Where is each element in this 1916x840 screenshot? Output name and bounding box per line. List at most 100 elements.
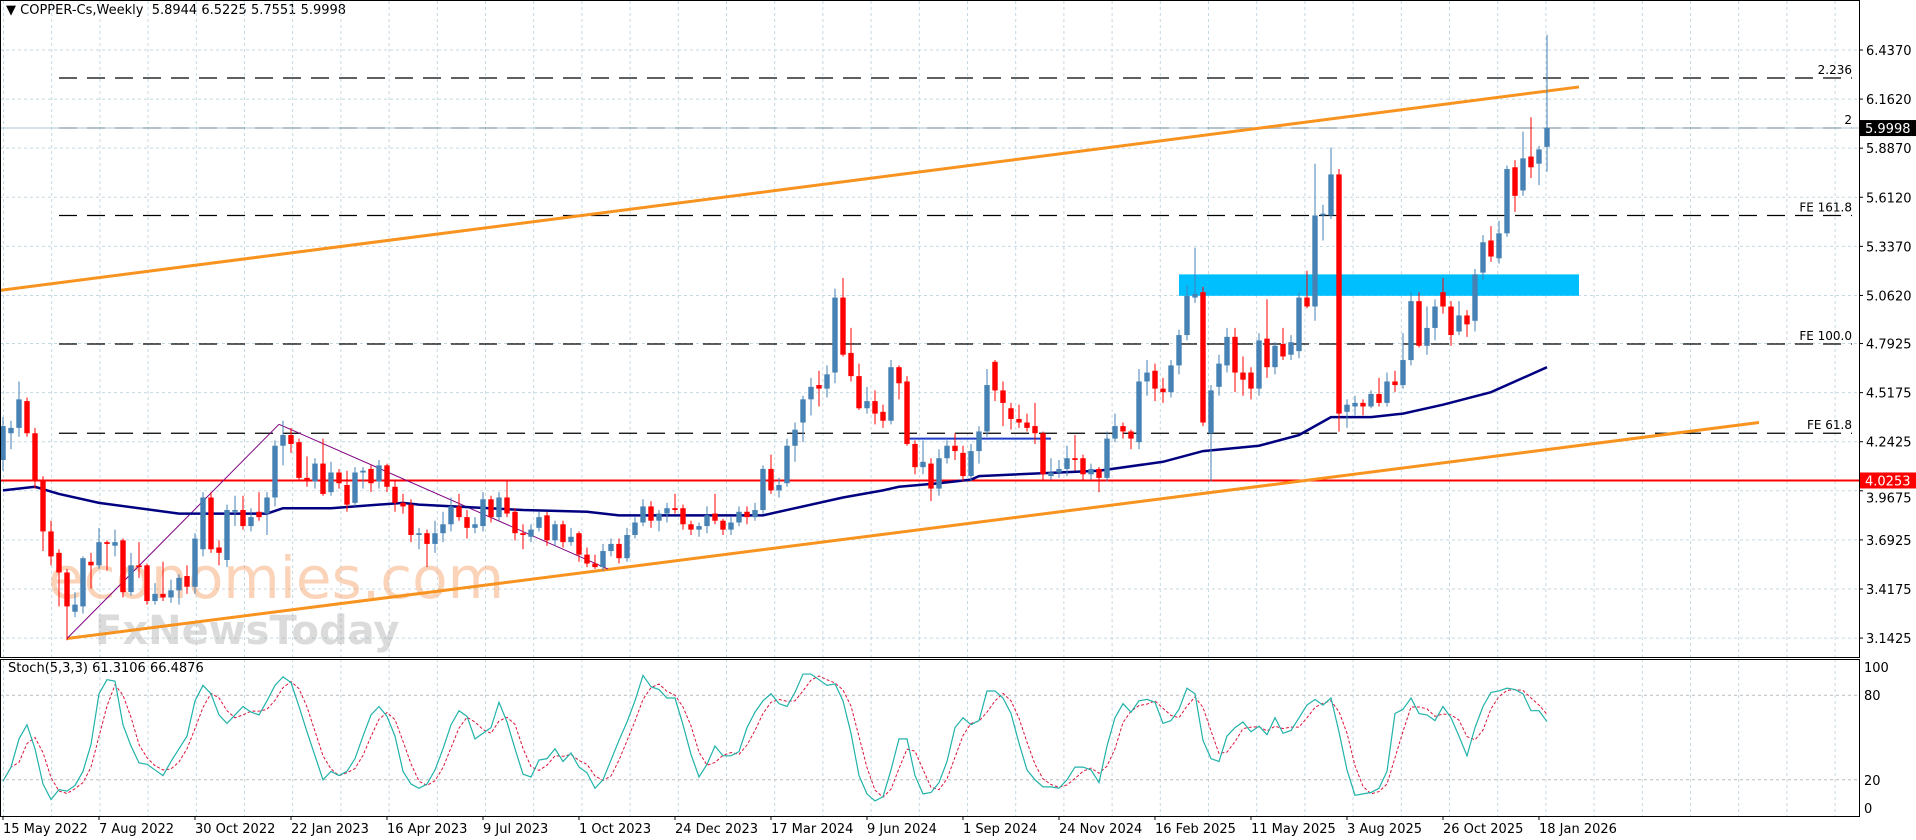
candle-bearish xyxy=(240,509,246,527)
candle-bullish xyxy=(1520,158,1526,191)
candle-bearish xyxy=(1232,336,1238,373)
candle-bullish xyxy=(696,526,702,530)
candle-bullish xyxy=(624,534,630,559)
collapse-arrow-icon[interactable]: ▼ xyxy=(6,3,16,18)
candle-bullish xyxy=(72,604,78,612)
candle-bearish xyxy=(592,563,598,568)
candle-bearish xyxy=(24,401,30,434)
candle-bearish xyxy=(368,468,374,484)
current-price-tag-bg xyxy=(1860,120,1916,137)
stochastic-panel xyxy=(2,673,1548,802)
candle-bearish xyxy=(1376,393,1382,403)
candle-bearish xyxy=(456,506,462,518)
candle-bearish xyxy=(1032,426,1038,434)
candle-bearish xyxy=(616,543,622,559)
watermark: economies.com FxNewsToday xyxy=(48,544,504,654)
stochastic-header: Stoch(5,3,3) 61.3106 66.4876 xyxy=(8,661,204,676)
candle-bearish xyxy=(464,517,470,528)
candle-bearish xyxy=(288,435,294,444)
candle-bullish xyxy=(824,374,830,389)
candle-bullish xyxy=(984,385,990,432)
price-tick-label: 5.3370 xyxy=(1866,240,1912,255)
candle-bearish xyxy=(1360,402,1366,407)
candle-bearish xyxy=(296,442,302,478)
stoch-values: 61.3106 66.4876 xyxy=(92,661,204,676)
candle-bullish xyxy=(936,458,942,489)
candle-bearish xyxy=(48,531,54,557)
candle-bullish xyxy=(888,367,894,421)
candle-bullish xyxy=(312,463,318,482)
candle-bearish xyxy=(320,463,326,494)
date-label: 9 Jun 2024 xyxy=(867,822,937,837)
candle-bullish xyxy=(1064,458,1070,469)
candle-bearish xyxy=(992,361,998,391)
candle-bullish xyxy=(736,511,742,523)
price-tick-label: 6.1620 xyxy=(1866,93,1912,108)
candle-bearish xyxy=(1080,458,1086,475)
candle-bearish xyxy=(40,481,46,532)
candle-bullish xyxy=(704,515,710,527)
price-tick-label: 4.7925 xyxy=(1866,338,1912,353)
candle-bearish xyxy=(768,468,774,491)
candle-bearish xyxy=(840,297,846,355)
candle-bearish xyxy=(336,472,342,484)
candle-bearish xyxy=(504,497,510,514)
candle-bearish xyxy=(544,515,550,541)
candle-bearish xyxy=(1280,343,1286,357)
stoch-k-line xyxy=(2,673,1548,802)
candle-bullish xyxy=(920,461,926,468)
candle-bearish xyxy=(344,485,350,505)
price-tick-label: 5.6120 xyxy=(1866,191,1912,206)
candle-bullish xyxy=(192,538,198,587)
candle-bearish xyxy=(384,465,390,487)
candle-bearish xyxy=(1392,381,1398,386)
candle-bullish xyxy=(224,509,230,560)
candle-bullish xyxy=(640,506,646,523)
price-tick-label: 5.8870 xyxy=(1866,142,1912,157)
candle-bearish xyxy=(672,508,678,510)
candle-bullish xyxy=(8,427,14,434)
candle-bearish xyxy=(744,511,750,518)
stoch-tick-label: 100 xyxy=(1864,661,1889,676)
candle-bullish xyxy=(1384,381,1390,403)
date-label: 16 Feb 2025 xyxy=(1155,822,1236,837)
candle-bullish xyxy=(1088,468,1094,475)
candle-bearish xyxy=(1200,292,1206,423)
candle-bearish xyxy=(208,497,214,550)
candle-bullish xyxy=(1288,342,1294,355)
symbol-timeframe: COPPER-Cs,Weekly xyxy=(20,3,144,18)
candle-bearish xyxy=(720,520,726,530)
candle-bullish xyxy=(280,435,286,446)
stoch-tick-label: 0 xyxy=(1864,802,1872,817)
candle-bearish xyxy=(144,565,150,602)
candle-bullish xyxy=(360,470,366,473)
candle-bearish xyxy=(1128,431,1134,439)
candle-bullish xyxy=(448,506,454,525)
candle-bullish xyxy=(568,536,574,543)
candle-bearish xyxy=(1016,418,1022,423)
candle-bearish xyxy=(1440,292,1446,307)
candle-bearish xyxy=(928,463,934,489)
date-label: 11 May 2025 xyxy=(1251,822,1336,837)
candle-bearish xyxy=(576,533,582,555)
stoch-label: Stoch(5,3,3) xyxy=(8,661,88,676)
candle-bullish xyxy=(1272,345,1278,368)
date-label: 7 Aug 2022 xyxy=(99,822,174,837)
channel-upper-line xyxy=(0,85,1580,292)
fib-level-label: FE 161.8 xyxy=(1799,200,1852,214)
drawings: 2.236 2 FE 161.8 FE 100.0 FE 61.8 xyxy=(0,63,1859,641)
candle-bullish xyxy=(656,513,662,521)
stoch-d-line xyxy=(2,675,1548,798)
candle-bullish xyxy=(1408,301,1414,361)
moving-average-line xyxy=(2,366,1548,517)
candle-bullish xyxy=(1184,295,1190,336)
candle-bullish xyxy=(496,497,502,518)
candle-bearish xyxy=(408,504,414,535)
candle-bullish xyxy=(1536,149,1542,164)
candle-bullish xyxy=(1352,402,1358,407)
candle-bearish xyxy=(32,433,38,482)
price-tick-label: 3.9675 xyxy=(1866,491,1912,506)
candle-bullish xyxy=(272,445,278,498)
candle-bearish xyxy=(160,593,166,598)
